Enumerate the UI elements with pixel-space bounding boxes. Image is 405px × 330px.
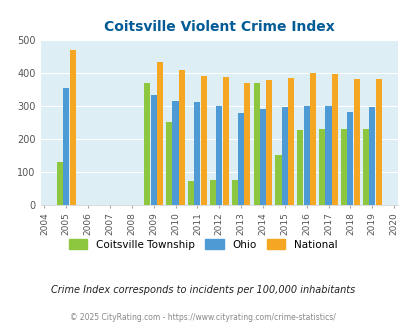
Bar <box>69 50 75 205</box>
Bar <box>157 62 163 205</box>
Bar <box>57 162 63 205</box>
Bar <box>309 73 315 205</box>
Bar <box>144 82 150 205</box>
Bar <box>194 102 200 205</box>
Bar <box>331 74 337 205</box>
Bar <box>231 180 237 205</box>
Bar <box>222 77 228 205</box>
Bar <box>346 112 353 205</box>
Bar <box>368 107 374 205</box>
Bar <box>281 107 287 205</box>
Bar <box>325 106 331 205</box>
Bar <box>237 113 243 205</box>
Bar <box>353 79 359 205</box>
Bar <box>178 70 184 205</box>
Text: Crime Index corresponds to incidents per 100,000 inhabitants: Crime Index corresponds to incidents per… <box>51 285 354 295</box>
Bar <box>150 95 156 205</box>
Bar <box>296 130 303 205</box>
Bar <box>259 109 265 205</box>
Bar <box>63 88 69 205</box>
Bar <box>275 155 281 205</box>
Title: Coitsville Violent Crime Index: Coitsville Violent Crime Index <box>104 20 334 34</box>
Bar <box>266 80 272 205</box>
Bar <box>244 83 250 205</box>
Legend: Coitsville Township, Ohio, National: Coitsville Township, Ohio, National <box>64 235 341 254</box>
Bar <box>166 122 172 205</box>
Text: © 2025 CityRating.com - https://www.cityrating.com/crime-statistics/: © 2025 CityRating.com - https://www.city… <box>70 313 335 322</box>
Bar <box>303 106 309 205</box>
Bar <box>340 129 346 205</box>
Bar <box>318 129 324 205</box>
Bar <box>188 181 194 205</box>
Bar <box>209 180 215 205</box>
Bar <box>362 129 368 205</box>
Bar <box>200 76 206 205</box>
Bar <box>288 78 294 205</box>
Bar <box>172 101 178 205</box>
Bar <box>215 106 222 205</box>
Bar <box>375 79 381 205</box>
Bar <box>253 82 259 205</box>
